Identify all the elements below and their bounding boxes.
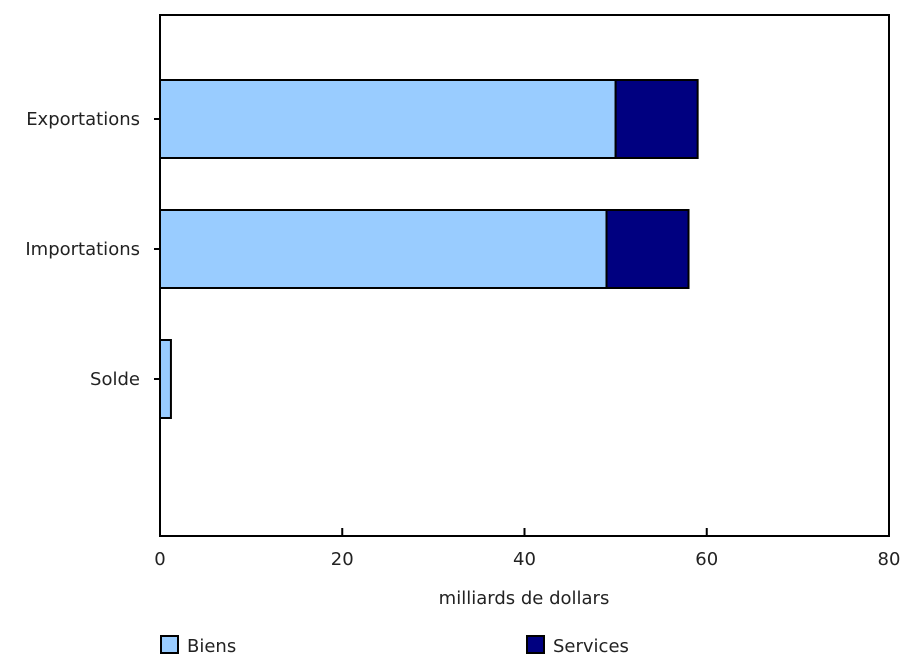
x-tick-label: 60 bbox=[695, 549, 718, 570]
bar-biens-1 bbox=[159, 209, 608, 289]
x-tick-label: 0 bbox=[154, 549, 165, 570]
bar-services-0 bbox=[614, 79, 699, 159]
x-axis-ticks: 0 20 40 60 80 bbox=[154, 528, 900, 570]
bar-biens-0 bbox=[159, 79, 617, 159]
bars-layer bbox=[159, 79, 699, 419]
legend: Biens Services bbox=[160, 635, 629, 656]
x-tick-label: 40 bbox=[513, 549, 536, 570]
x-tick-label: 80 bbox=[878, 549, 901, 570]
category-labels: Exportations Importations Solde bbox=[25, 109, 160, 390]
legend-swatch-services bbox=[526, 635, 545, 654]
category-label: Importations bbox=[25, 239, 140, 260]
x-axis-title: milliards de dollars bbox=[439, 588, 610, 609]
bar-biens-2 bbox=[159, 339, 172, 419]
bar-services-1 bbox=[605, 209, 690, 289]
category-label: Exportations bbox=[26, 109, 140, 130]
legend-label-biens: Biens bbox=[187, 636, 236, 656]
legend-label-services: Services bbox=[553, 636, 629, 656]
category-label: Solde bbox=[90, 369, 140, 390]
x-tick-label: 20 bbox=[331, 549, 354, 570]
legend-swatch-biens bbox=[160, 635, 179, 654]
